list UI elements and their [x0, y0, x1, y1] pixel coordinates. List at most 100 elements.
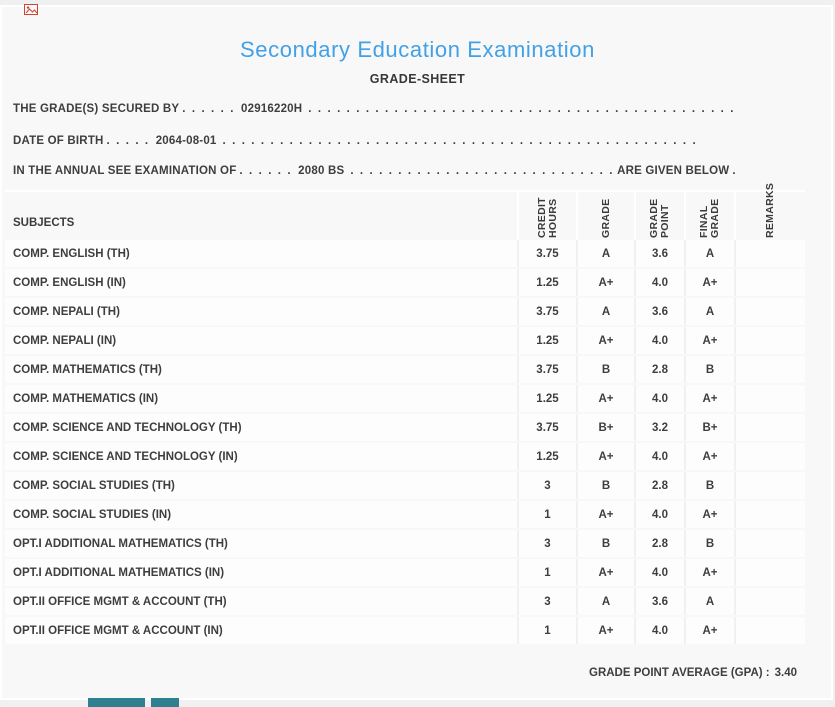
final-grade-cell: B [684, 530, 734, 557]
table-row: COMP. SCIENCE AND TECHNOLOGY (IN) 1.25 A… [5, 443, 805, 470]
table-row: OPT.I ADDITIONAL MATHEMATICS (IN) 1 A+ 4… [5, 559, 805, 586]
dotted-filler: . . . . . . . . . . . . . . . . . . . . … [350, 165, 615, 177]
table-row: OPT.I ADDITIONAL MATHEMATICS (TH) 3 B 2.… [5, 530, 805, 557]
dotted-filler: . . . . . . [239, 165, 293, 177]
remarks-cell [734, 530, 805, 557]
gpa-label: GRADE POINT AVERAGE (GPA) : [589, 667, 770, 679]
remarks-cell [734, 588, 805, 615]
subject-cell: COMP. NEPALI (IN) [13, 334, 117, 347]
table-header: SUBJECTS CREDIT HOURS GRADE GRADE POINT … [5, 183, 805, 241]
cutoff-button-right[interactable] [151, 698, 179, 707]
remarks-cell [734, 501, 805, 528]
gpa-row: GRADE POINT AVERAGE (GPA) : 3.40 [5, 667, 797, 679]
grade-cell: A+ [576, 269, 634, 296]
credit-hours-cell: 3.75 [517, 298, 576, 325]
table-body: COMP. ENGLISH (TH) 3.75 A 3.6 A COMP. EN… [5, 240, 805, 644]
credit-hours-cell: 1.25 [517, 269, 576, 296]
symbol-number-value: 02916220H [241, 103, 303, 115]
grade-point-cell: 4.0 [634, 269, 684, 296]
grade-cell: B [576, 530, 634, 557]
subject-cell: OPT.I ADDITIONAL MATHEMATICS (IN) [13, 566, 225, 579]
credit-hours-cell: 1.25 [517, 443, 576, 470]
grade-point-cell: 4.0 [634, 443, 684, 470]
cutoff-button-left[interactable] [88, 698, 145, 707]
grade-point-cell: 2.8 [634, 472, 684, 499]
grade-cell: A [576, 588, 634, 615]
info-line-dob: DATE OF BIRTH. . . . . 2064-08-01 . . . . … [13, 134, 737, 148]
remarks-cell [734, 298, 805, 325]
dotted-filler: . . . . . [106, 135, 150, 147]
credit-hours-cell: 3 [517, 588, 576, 615]
final-grade-cell: A+ [684, 269, 734, 296]
remarks-cell [734, 443, 805, 470]
remarks-cell [734, 385, 805, 412]
table-row: COMP. SCIENCE AND TECHNOLOGY (TH) 3.75 B… [5, 414, 805, 441]
final-grade-cell: A [684, 298, 734, 325]
gpa-value: 3.40 [774, 667, 797, 679]
final-grade-cell: B [684, 472, 734, 499]
table-row: COMP. MATHEMATICS (IN) 1.25 A+ 4.0 A+ [5, 385, 805, 412]
grade-cell: A+ [576, 501, 634, 528]
grade-cell: A+ [576, 559, 634, 586]
table-row: COMP. MATHEMATICS (TH) 3.75 B 2.8 B [5, 356, 805, 383]
credit-hours-cell: 3.75 [517, 356, 576, 383]
credit-hours-cell: 3.75 [517, 414, 576, 441]
final-grade-cell: B+ [684, 414, 734, 441]
exam-year-value: 2080 BS [298, 165, 345, 177]
grade-cell: B [576, 472, 634, 499]
grade-cell: A+ [576, 327, 634, 354]
remarks-header: REMARKS [734, 183, 805, 241]
credit-hours-cell: 1 [517, 501, 576, 528]
credit-hours-cell: 3 [517, 530, 576, 557]
subjects-header: SUBJECTS [5, 192, 517, 241]
dotted-filler: . . . . . . . . . . . . . . . . . . . . … [308, 103, 737, 115]
table-row: COMP. ENGLISH (TH) 3.75 A 3.6 A [5, 240, 805, 267]
grade-cell: A+ [576, 443, 634, 470]
grade-point-cell: 3.6 [634, 240, 684, 267]
grade-point-cell: 4.0 [634, 559, 684, 586]
info-label: DATE OF BIRTH [13, 135, 104, 147]
grade-point-header: GRADE POINT [634, 192, 684, 241]
subjects-header-label: SUBJECTS [13, 217, 75, 229]
final-grade-cell: A+ [684, 385, 734, 412]
final-grade-cell: A [684, 588, 734, 615]
grade-cell: A+ [576, 617, 634, 644]
grade-cell: A+ [576, 385, 634, 412]
credit-hours-cell: 1 [517, 559, 576, 586]
remarks-cell [734, 559, 805, 586]
credit-hours-cell: 3.75 [517, 240, 576, 267]
broken-image-icon [24, 2, 38, 20]
grade-cell: B [576, 356, 634, 383]
grade-cell: B+ [576, 414, 634, 441]
subject-cell: COMP. ENGLISH (IN) [13, 276, 126, 289]
subject-cell: OPT.II OFFICE MGMT & ACCOUNT (IN) [13, 624, 223, 637]
remarks-cell [734, 472, 805, 499]
subject-cell: COMP. SCIENCE AND TECHNOLOGY (TH) [13, 421, 242, 434]
subject-cell: COMP. MATHEMATICS (IN) [13, 392, 159, 405]
dob-value: 2064-08-01 [155, 135, 217, 147]
subject-cell: COMP. SOCIAL STUDIES (IN) [13, 508, 172, 521]
grade-cell: A [576, 298, 634, 325]
dotted-filler: . . . [732, 165, 737, 177]
remarks-cell [734, 269, 805, 296]
page-title: Secondary Education Examination [240, 37, 595, 62]
subject-cell: COMP. SOCIAL STUDIES (TH) [13, 479, 175, 492]
grade-point-cell: 4.0 [634, 327, 684, 354]
grade-header: GRADE [576, 192, 634, 241]
info-line-exam-year: IN THE ANNUAL SEE EXAMINATION OF. . . . … [13, 164, 737, 178]
info-label: IN THE ANNUAL SEE EXAMINATION OF [13, 165, 237, 177]
remarks-cell [734, 414, 805, 441]
grades-table: SUBJECTS CREDIT HOURS GRADE GRADE POINT … [5, 183, 805, 646]
credit-hours-header: CREDIT HOURS [517, 192, 576, 241]
table-row: COMP. SOCIAL STUDIES (IN) 1 A+ 4.0 A+ [5, 501, 805, 528]
table-row: OPT.II OFFICE MGMT & ACCOUNT (TH) 3 A 3.… [5, 588, 805, 615]
final-grade-cell: A+ [684, 501, 734, 528]
final-grade-cell: A [684, 240, 734, 267]
grade-point-cell: 3.6 [634, 298, 684, 325]
remarks-cell [734, 327, 805, 354]
info-line-symbol-number: THE GRADE(S) SECURED BY. . . . . . 029162… [13, 102, 737, 116]
table-row: OPT.II OFFICE MGMT & ACCOUNT (IN) 1 A+ 4… [5, 617, 805, 644]
remarks-cell [734, 356, 805, 383]
final-grade-header: FINAL GRADE [684, 192, 734, 241]
grade-point-cell: 3.6 [634, 588, 684, 615]
